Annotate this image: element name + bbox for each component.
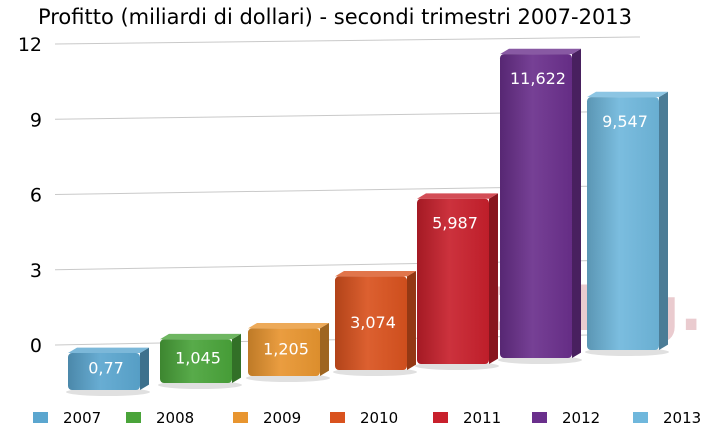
bar [160,339,232,383]
gridline [54,36,641,45]
bar-top [68,347,149,354]
bar-top [587,91,668,98]
data-label: 9,547 [602,112,648,131]
legend-swatch [233,412,248,423]
chart-title: Profitto (miliardi di dollari) - secondi… [38,5,632,29]
bar [417,198,489,364]
legend-swatch [433,412,448,423]
bar-top [417,193,498,199]
bar [335,276,407,370]
legend-label: 2012 [562,409,600,427]
y-tick-label: 0 [30,335,42,357]
bar [500,54,572,358]
data-label: 3,074 [350,313,396,332]
y-tick-label: 9 [30,109,42,131]
legend-label: 2007 [63,409,101,427]
bar-side [407,270,416,370]
bar [587,97,659,350]
legend-swatch [33,412,48,423]
y-tick-label: 3 [30,260,42,282]
bar [68,353,140,390]
legend-swatch [532,412,547,423]
bar [248,328,320,376]
bar-side [232,333,241,383]
legend-label: 2009 [263,409,301,427]
bar-side [489,193,498,364]
bar-side [140,347,149,390]
y-tick-label: 12 [18,34,42,56]
data-label: 11,622 [510,69,566,88]
legend-label: 2008 [156,409,194,427]
legend-swatch [633,412,648,423]
legend-label: 2011 [463,409,501,427]
data-label: 1,045 [175,348,221,367]
bar-side [572,48,581,359]
bar-side [320,322,329,376]
data-label: 0,77 [88,358,124,377]
bar-top [335,270,416,277]
bar-top [160,333,241,340]
bar-top [500,48,581,55]
legend-label: 2013 [663,409,701,427]
data-label: 1,205 [263,340,309,359]
bar-side [659,91,668,350]
data-label: 5,987 [432,214,478,233]
legend-swatch [330,412,345,423]
legend-label: 2010 [360,409,398,427]
y-tick-label: 6 [30,185,42,207]
bar-top [248,322,329,329]
legend-swatch [126,412,141,423]
